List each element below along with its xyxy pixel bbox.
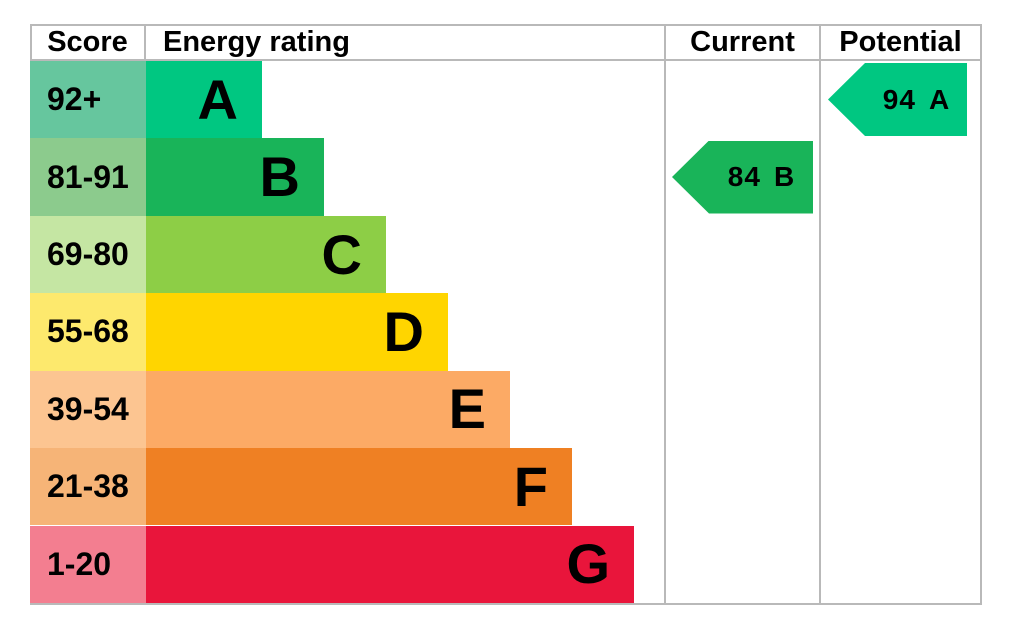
score-range-label-b: 81-91 <box>47 158 129 195</box>
band-letter-e: E <box>448 377 486 441</box>
band-bar-b: B <box>146 138 324 216</box>
table-border-left <box>30 24 32 61</box>
header-energy-rating-label: Energy rating <box>163 25 350 58</box>
band-bar-a: A <box>146 61 262 139</box>
band-letter-f: F <box>513 454 548 518</box>
score-range-label-g: 1-20 <box>47 545 112 582</box>
table-border-bottom <box>30 603 982 605</box>
header-energy-rating: Energy rating <box>146 24 681 60</box>
band-letter-b: B <box>259 145 300 209</box>
band-bar-c: C <box>146 215 386 294</box>
band-bar-e: E <box>146 370 510 449</box>
potential-rating-band: A <box>928 83 950 115</box>
score-column-divider <box>144 24 146 61</box>
header-potential: Potential <box>821 24 980 60</box>
header-divider-line <box>30 59 982 61</box>
score-range-cell-b: 81-91 <box>30 138 146 216</box>
potential-rating-value: 94 <box>882 83 916 115</box>
score-range-label-a: 92+ <box>47 81 102 118</box>
current-rating-value: 84 <box>727 161 761 192</box>
score-range-cell-e: 39-54 <box>30 370 146 449</box>
band-letter-a: A <box>197 67 238 131</box>
header-current-label: Current <box>690 25 795 58</box>
band-bar-f: F <box>146 448 572 526</box>
header-current: Current <box>666 24 819 60</box>
table-border-right <box>980 24 982 605</box>
score-range-label-d: 55-68 <box>47 313 129 350</box>
score-range-cell-c: 69-80 <box>30 215 146 294</box>
band-letter-c: C <box>321 222 362 286</box>
current-rating-band: B <box>773 161 795 192</box>
potential-rating-arrow: 94 A <box>828 63 967 136</box>
band-letter-d: D <box>383 299 424 363</box>
header-score-label: Score <box>47 25 128 58</box>
header-potential-label: Potential <box>839 25 962 58</box>
score-range-cell-d: 55-68 <box>30 293 146 371</box>
current-column-divider <box>664 24 666 605</box>
score-range-label-f: 21-38 <box>47 468 129 505</box>
score-range-cell-f: 21-38 <box>30 448 146 526</box>
band-bar-g: G <box>146 525 634 603</box>
band-bar-d: D <box>146 293 448 371</box>
table-border-top <box>30 24 982 26</box>
score-range-cell-g: 1-20 <box>30 525 146 603</box>
score-range-cell-a: 92+ <box>30 61 146 139</box>
score-range-label-e: 39-54 <box>47 390 129 427</box>
current-rating-arrow: 84 B <box>672 140 813 214</box>
potential-column-divider <box>819 24 821 605</box>
header-score: Score <box>30 24 145 60</box>
band-letter-g: G <box>566 532 610 596</box>
score-range-label-c: 69-80 <box>47 236 129 273</box>
